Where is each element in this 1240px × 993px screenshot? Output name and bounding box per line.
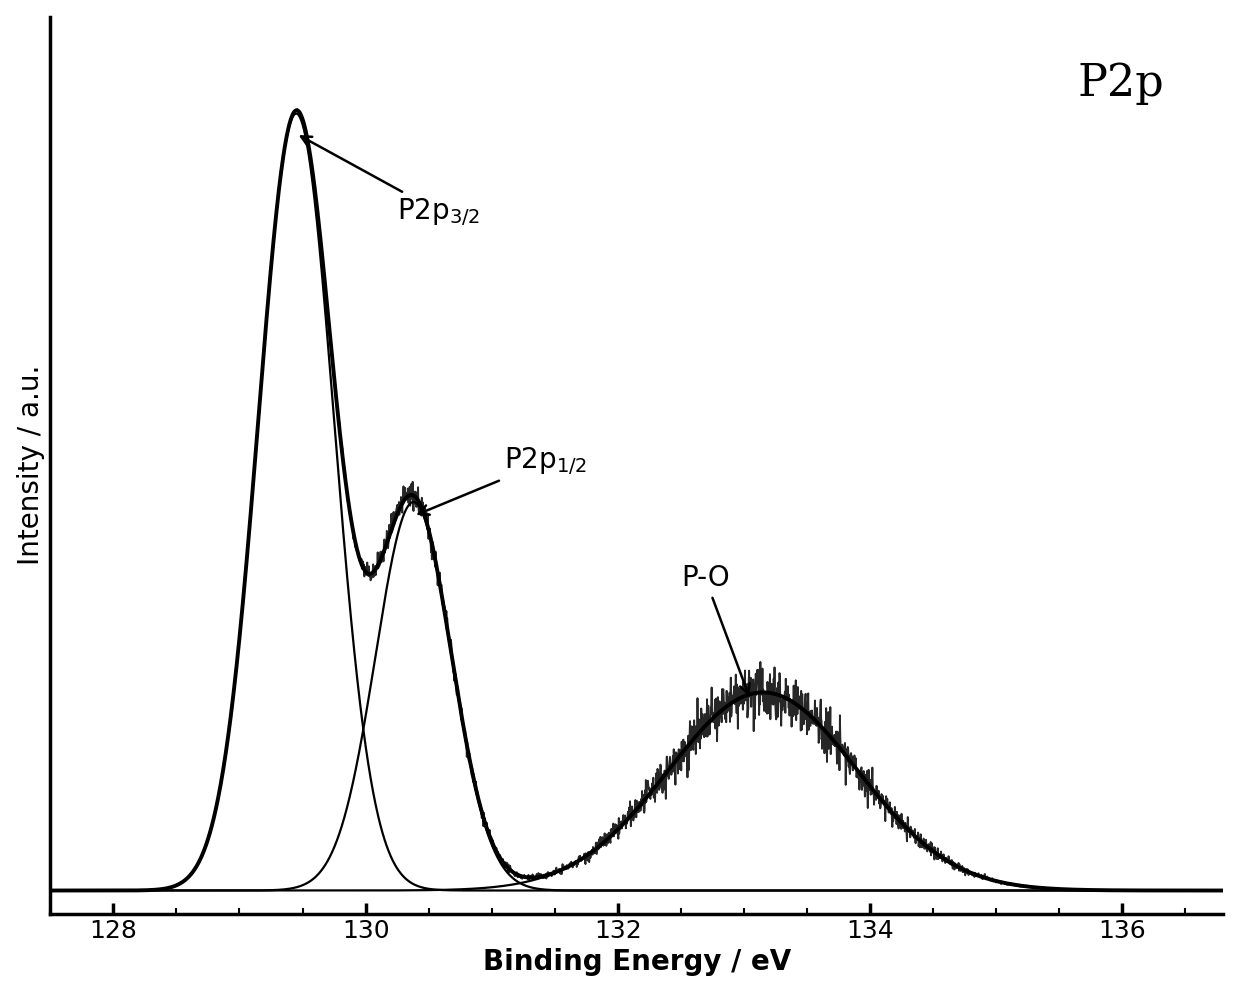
Text: P-O: P-O (681, 564, 749, 694)
Text: P2p$_{3/2}$: P2p$_{3/2}$ (301, 136, 480, 227)
X-axis label: Binding Energy / eV: Binding Energy / eV (482, 948, 791, 976)
Y-axis label: Intensity / a.u.: Intensity / a.u. (16, 365, 45, 565)
Text: P2p: P2p (1078, 62, 1164, 104)
Text: P2p$_{1/2}$: P2p$_{1/2}$ (419, 446, 588, 514)
